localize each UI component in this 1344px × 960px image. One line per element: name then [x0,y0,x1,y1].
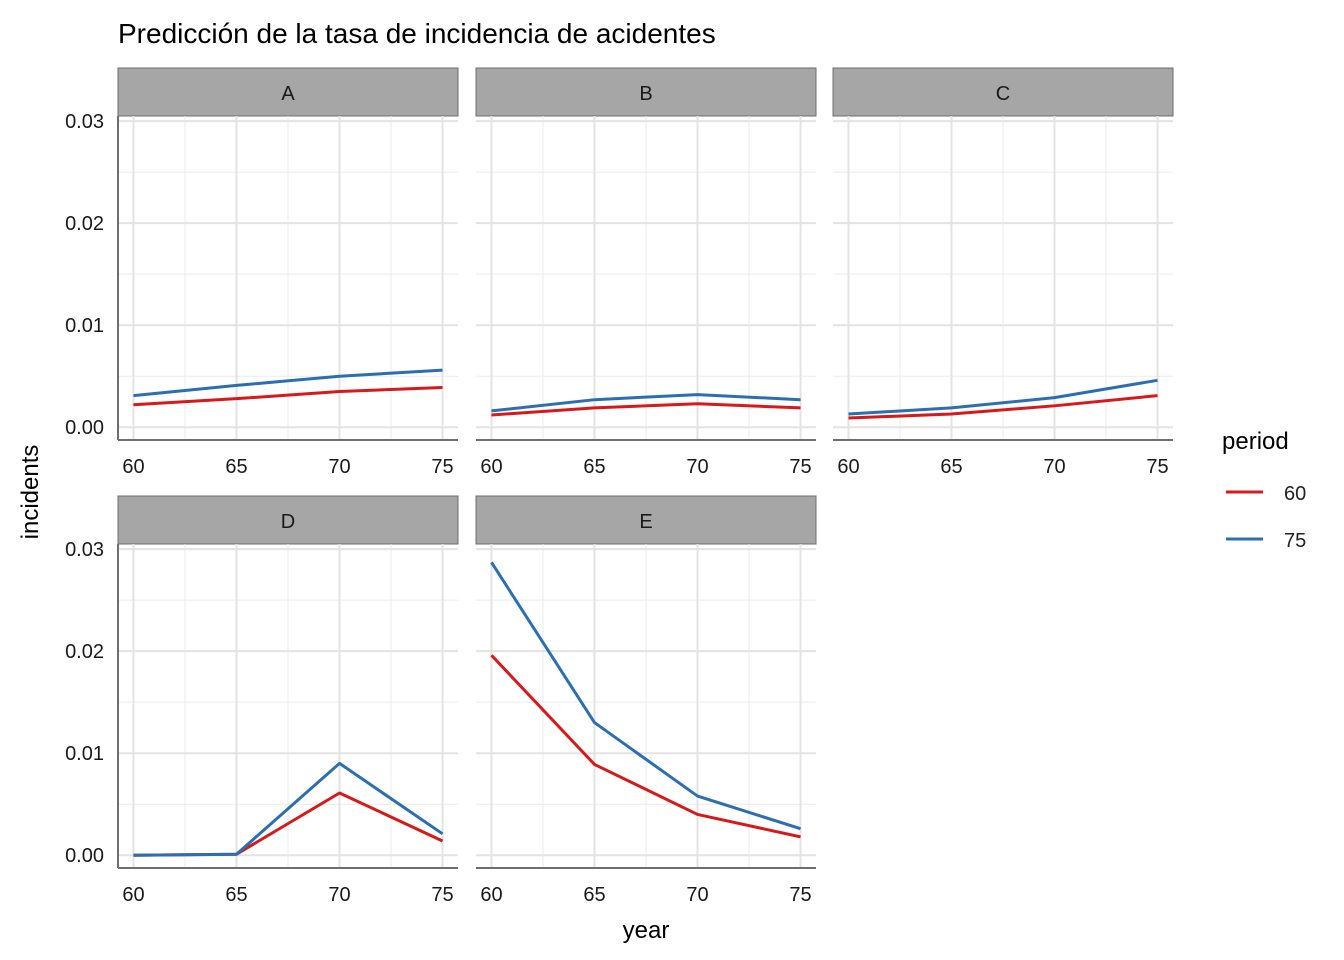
panel-C: C 60 65 70 75 [832,67,1174,478]
x-tick-label: 60 [122,884,144,906]
x-tick-label: 70 [686,456,708,478]
series-line-D-75 [133,761,444,857]
panel-B: B 60 65 70 75 [475,67,817,478]
legend-title: period [1222,428,1289,455]
strip-E [475,495,817,545]
strip-label: B [639,83,652,105]
y-tick-label: 0.03 [65,539,104,561]
y-tick-label: 0.00 [65,417,104,439]
y-tick-label: 0.01 [65,743,104,765]
strip-label: C [996,83,1010,105]
strip-D [117,495,459,545]
panel-A: A 60 65 70 75 0.00 0.01 0.02 0.03 [65,67,459,478]
x-tick-label: 65 [225,456,247,478]
x-tick-label: 70 [1043,456,1065,478]
y-tick-label: 0.01 [65,315,104,337]
x-tick-label: 70 [686,884,708,906]
strip-C [832,67,1174,117]
series-line-E-75 [490,561,801,831]
x-tick-label: 75 [431,456,453,478]
y-tick-label: 0.02 [65,641,104,663]
series-line-A-75 [133,368,443,398]
series-line-B-75 [491,393,801,413]
series-line-B-60 [491,402,801,417]
x-tick-label: 75 [431,884,453,906]
x-tick-label: 65 [940,456,962,478]
strip-label: E [639,511,652,533]
chart-title: Predicción de la tasa de incidencia de a… [118,18,716,49]
strip-A [117,67,459,117]
x-tick-label: 75 [789,456,811,478]
y-tick-label: 0.02 [65,213,104,235]
y-tick-label: 0.03 [65,111,104,133]
panel-D: D 60 65 70 75 0.00 0.01 0.02 0.03 [65,495,459,906]
x-tick-label: 65 [583,456,605,478]
x-tick-label: 75 [1146,456,1168,478]
y-axis-label: incidents [17,445,44,540]
strip-label: D [281,511,295,533]
x-tick-label: 65 [225,884,247,906]
legend-label-60: 60 [1284,483,1306,505]
x-tick-label: 75 [789,884,811,906]
panel-E: E 60 65 70 75 [475,495,817,906]
series-line-C-60 [848,394,1158,420]
strip-label: A [281,83,295,105]
series-line-E-60 [490,654,801,839]
x-tick-label: 65 [583,884,605,906]
x-axis-label: year [623,917,670,944]
legend-label-75: 75 [1284,530,1306,552]
x-tick-label: 60 [837,456,859,478]
y-tick-label: 0.00 [65,845,104,867]
x-tick-label: 60 [122,456,144,478]
x-tick-label: 60 [480,456,502,478]
x-tick-label: 70 [328,456,350,478]
x-tick-label: 70 [328,884,350,906]
series-line-C-75 [848,378,1158,416]
series-line-A-60 [133,385,443,407]
legend: period 60 75 [1222,428,1306,552]
strip-B [475,67,817,117]
x-tick-label: 60 [480,884,502,906]
